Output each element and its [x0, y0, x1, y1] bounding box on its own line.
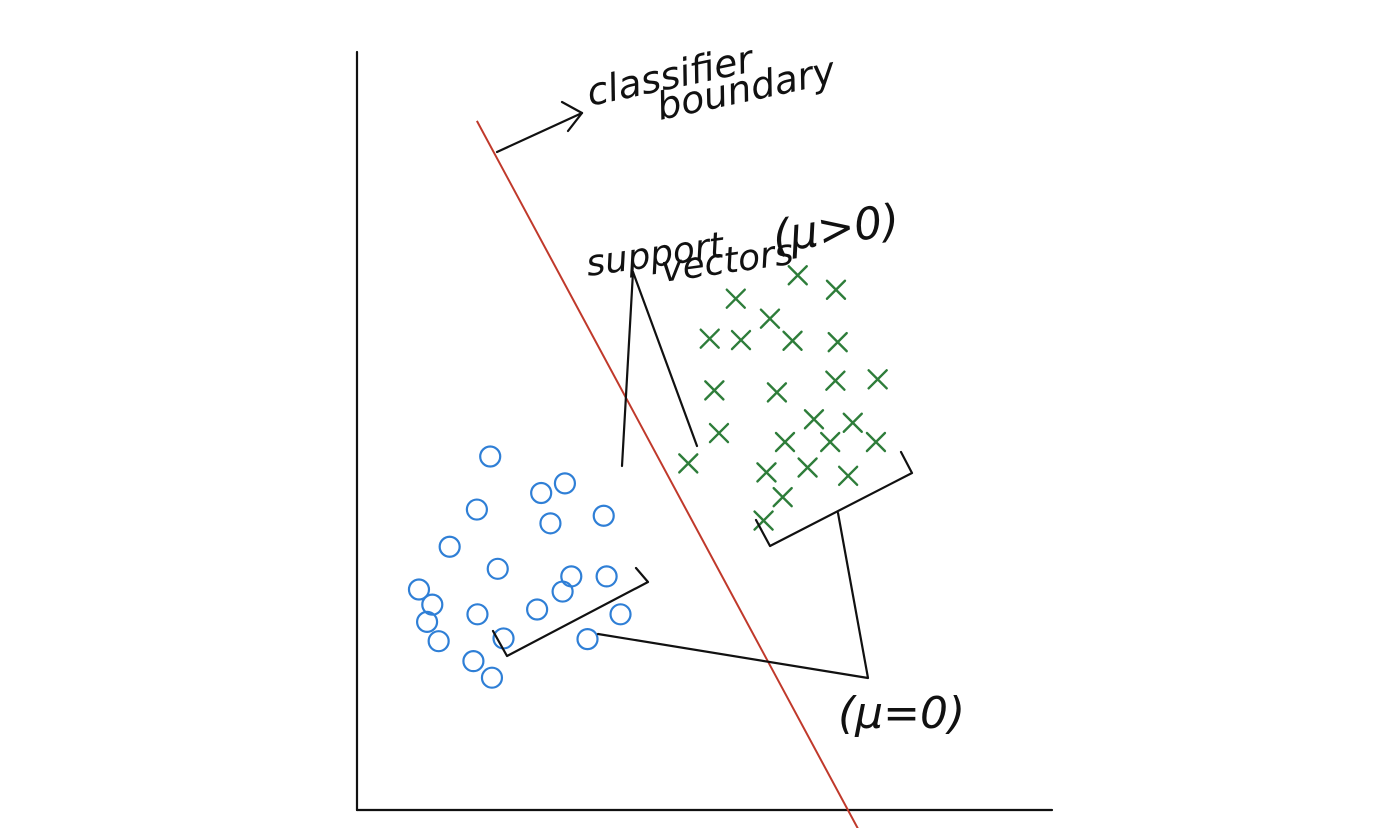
- circle-point-7: [407, 578, 431, 601]
- cross-point-23: [753, 510, 774, 531]
- cross-point-9: [867, 369, 888, 390]
- circle-point-3: [530, 481, 553, 505]
- cross-point-22: [772, 486, 793, 508]
- cross-point-5: [730, 329, 752, 351]
- cross-point-13: [842, 412, 863, 433]
- circle-point-20: [462, 650, 485, 673]
- circle-point-12: [551, 580, 574, 603]
- cross-class-points: [678, 265, 888, 531]
- cross-point-17: [865, 431, 887, 453]
- non-support-mu-label: (μ=0): [838, 688, 965, 739]
- cross-point-21: [837, 465, 859, 486]
- cross-point-11: [766, 382, 788, 403]
- cross-point-4: [699, 328, 720, 349]
- cross-point-18: [678, 453, 699, 474]
- cross-point-12: [803, 409, 825, 430]
- cross-point-0: [787, 265, 808, 286]
- circle-point-14: [466, 603, 489, 626]
- non-support-pointers: [596, 511, 870, 680]
- circle-point-13: [415, 610, 439, 633]
- circle-class-points: [407, 445, 632, 689]
- support-vectors-mu-label: (μ>0): [769, 195, 902, 263]
- circle-point-21: [609, 603, 632, 626]
- circle-point-18: [576, 628, 599, 651]
- classifier-boundary-line: [476, 120, 859, 828]
- cross-point-7: [827, 331, 848, 353]
- circle-point-17: [427, 630, 450, 653]
- circle-cluster-bracket: [491, 566, 650, 658]
- circle-point-0: [479, 445, 502, 468]
- cross-cluster-bracket: [754, 450, 914, 548]
- cross-point-1: [825, 279, 847, 300]
- cross-point-16: [819, 431, 841, 453]
- cross-point-3: [759, 308, 781, 329]
- cross-point-10: [704, 380, 725, 401]
- cross-point-19: [756, 462, 777, 483]
- circle-point-2: [553, 472, 577, 495]
- cross-point-6: [782, 330, 803, 351]
- cross-point-20: [797, 457, 818, 478]
- cross-point-2: [725, 288, 746, 309]
- circle-point-19: [480, 666, 504, 689]
- cross-point-15: [774, 431, 796, 453]
- circle-point-10: [595, 565, 618, 588]
- cross-point-14: [708, 422, 730, 444]
- cross-point-8: [825, 370, 846, 391]
- circle-point-4: [438, 535, 461, 558]
- support-vector-pointers: [620, 270, 699, 468]
- classifier-boundary-arrow: [495, 100, 584, 154]
- circle-point-16: [526, 598, 549, 621]
- circle-point-6: [592, 504, 615, 527]
- circle-point-1: [465, 498, 488, 521]
- circle-point-11: [421, 593, 444, 616]
- circle-point-9: [560, 565, 583, 588]
- circle-point-8: [486, 557, 509, 580]
- circle-point-5: [539, 512, 562, 535]
